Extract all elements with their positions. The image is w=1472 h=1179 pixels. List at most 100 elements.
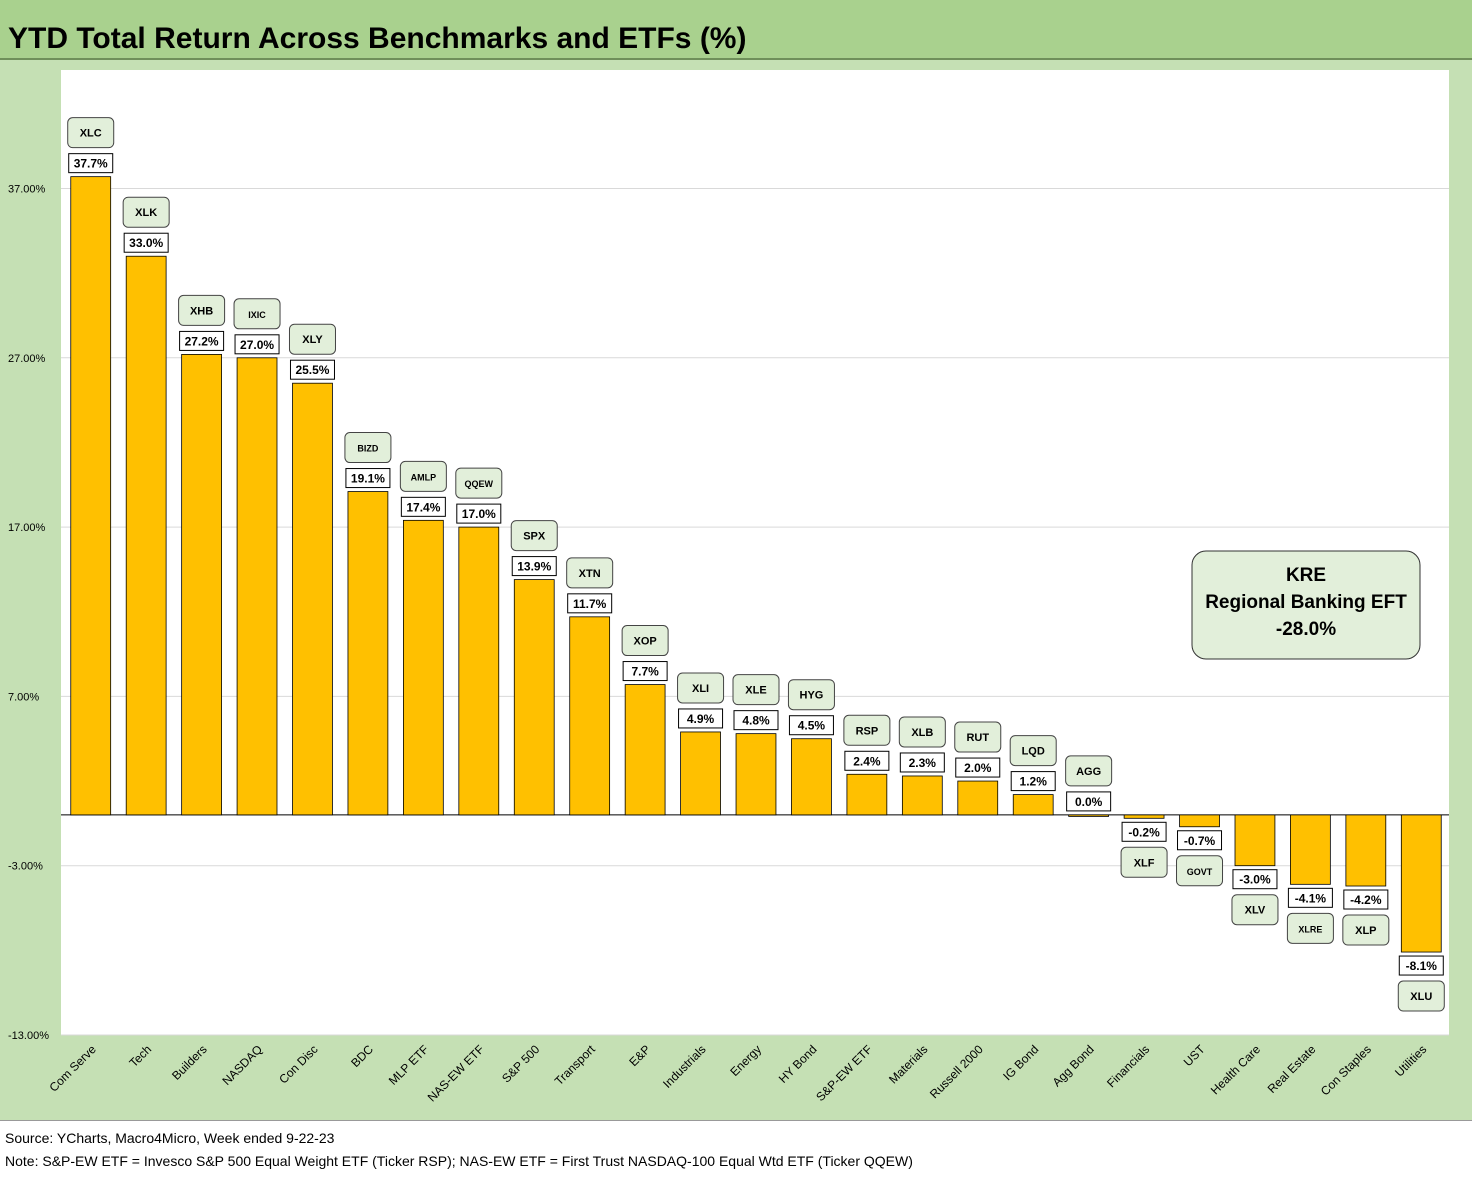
bar-chart: 37.00% 27.00% 17.00% 7.00% -3.00% -13.00% 37.… bbox=[8, 70, 1449, 1104]
value-label: 37.7% bbox=[74, 157, 108, 171]
ticker-label: AMLP bbox=[411, 472, 437, 482]
x-tick-label: BDC bbox=[348, 1042, 376, 1070]
x-tick-label: NAS-EW ETF bbox=[425, 1042, 487, 1104]
value-label: -0.2% bbox=[1128, 825, 1160, 839]
ticker-label: XLRE bbox=[1298, 924, 1322, 934]
y-tick-label: 37.00% bbox=[8, 184, 46, 196]
ticker-label: XLU bbox=[1410, 991, 1432, 1003]
x-tick-label: Con Staples bbox=[1318, 1042, 1374, 1098]
chart-title: YTD Total Return Across Benchmarks and E… bbox=[8, 22, 747, 55]
value-label-box bbox=[1398, 955, 1444, 976]
bar-ust bbox=[1179, 814, 1220, 828]
value-label-box bbox=[345, 468, 391, 489]
ticker-label: XLI bbox=[692, 683, 709, 695]
value-label-box bbox=[733, 710, 779, 731]
bar-ig-bond bbox=[1012, 794, 1054, 816]
value-label: -4.1% bbox=[1295, 891, 1327, 905]
bar-com-serve bbox=[70, 176, 112, 816]
x-tick-label: Com Serve bbox=[46, 1042, 99, 1095]
y-tick-label: -3.00% bbox=[8, 861, 43, 873]
y-axis-ticks: 37.00% 27.00% 17.00% 7.00% -3.00% -13.00% bbox=[8, 184, 49, 1042]
bar-real-estate bbox=[1290, 814, 1331, 885]
x-tick-label: Energy bbox=[727, 1042, 764, 1079]
bar-con-disc bbox=[292, 382, 333, 816]
ticker-label-box bbox=[510, 520, 558, 552]
y-tick-label: 17.00% bbox=[8, 522, 46, 534]
x-tick-label: Utilities bbox=[1392, 1042, 1429, 1079]
ticker-label: IXIC bbox=[248, 310, 266, 320]
value-label-box bbox=[1010, 771, 1056, 792]
value-label-box bbox=[456, 503, 502, 524]
ticker-label-box bbox=[677, 672, 725, 704]
bar-mlp-etf bbox=[403, 519, 444, 816]
ticker-label: GOVT bbox=[1187, 867, 1213, 877]
value-label: -3.0% bbox=[1239, 873, 1271, 887]
bar-utilities bbox=[1400, 814, 1442, 953]
value-label: 13.9% bbox=[517, 560, 551, 574]
bar-energy bbox=[735, 733, 777, 816]
x-tick-label: Tech bbox=[126, 1042, 154, 1070]
ticker-label: AGG bbox=[1076, 766, 1101, 778]
ticker-label-box bbox=[843, 714, 891, 746]
x-tick-label: S&P 500 bbox=[499, 1042, 542, 1085]
bar-e-p bbox=[624, 684, 666, 816]
ticker-label: LQD bbox=[1022, 746, 1045, 758]
ticker-label-box bbox=[1342, 914, 1390, 946]
x-tick-label: Transport bbox=[552, 1042, 598, 1088]
value-label-box bbox=[567, 593, 613, 614]
ticker-label: RSP bbox=[856, 725, 879, 737]
ticker-label-box bbox=[787, 679, 835, 711]
ticker-label-box bbox=[122, 196, 170, 228]
kre-callout: KRE Regional Banking EFT -28.0% bbox=[1191, 550, 1421, 660]
value-label-box bbox=[289, 359, 335, 380]
value-label-box bbox=[622, 661, 668, 682]
value-label-box bbox=[234, 334, 280, 355]
value-label-box bbox=[844, 750, 890, 771]
ticker-label-box bbox=[233, 298, 281, 330]
value-label-box bbox=[1287, 887, 1333, 908]
bar-s-p-ew-etf bbox=[846, 773, 888, 816]
kre-callout-box bbox=[1191, 550, 1421, 660]
value-label-box bbox=[955, 757, 1001, 778]
ticker-label-box bbox=[1397, 980, 1445, 1012]
bar-russell-2000 bbox=[957, 780, 999, 816]
value-label: 2.0% bbox=[964, 761, 992, 775]
value-label-box bbox=[68, 153, 114, 174]
ticker-label: RUT bbox=[966, 732, 989, 744]
bar-transport bbox=[569, 616, 611, 816]
y-tick-label: 7.00% bbox=[8, 691, 39, 703]
y-tick-label: -13.00% bbox=[8, 1030, 49, 1042]
x-tick-label: UST bbox=[1181, 1042, 1208, 1069]
y-tick-label: 27.00% bbox=[8, 353, 46, 365]
footnote: Note: S&P-EW ETF = Invesco S&P 500 Equal… bbox=[5, 1153, 913, 1169]
ticker-label: XLB bbox=[911, 727, 933, 739]
ticker-label: XLY bbox=[302, 334, 323, 346]
value-label: 2.4% bbox=[853, 754, 881, 768]
ticker-label: XHB bbox=[190, 305, 213, 317]
x-tick-label: Russell 2000 bbox=[927, 1042, 986, 1101]
bar-hy-bond bbox=[791, 738, 832, 816]
ticker-label-box bbox=[898, 716, 946, 748]
x-tick-label: IG Bond bbox=[1000, 1042, 1041, 1083]
ticker-label: XTN bbox=[579, 568, 601, 580]
ticker-label-box bbox=[344, 432, 392, 464]
x-tick-label: Con Disc bbox=[276, 1042, 320, 1086]
value-label: 33.0% bbox=[129, 236, 163, 250]
value-label-box bbox=[1343, 889, 1389, 910]
bar-labels: 37.7% XLC 33.0% XLK 27.2% XHB 27.0% IXIC 25.5% XL… bbox=[67, 117, 1445, 1012]
x-tick-label: Financials bbox=[1104, 1042, 1152, 1090]
value-label-box bbox=[899, 752, 945, 773]
ticker-label: BIZD bbox=[357, 444, 378, 454]
bar-financials bbox=[1123, 814, 1165, 819]
value-label-box bbox=[179, 330, 225, 351]
ticker-label-box bbox=[1176, 855, 1224, 887]
value-label: 19.1% bbox=[351, 472, 385, 486]
value-label: -0.7% bbox=[1184, 834, 1216, 848]
ticker-label: XOP bbox=[634, 636, 657, 648]
bar-materials bbox=[901, 775, 943, 816]
bar-s-p-500 bbox=[513, 579, 555, 816]
ticker-label-box bbox=[1231, 894, 1279, 926]
chart-frame: 37.00% 27.00% 17.00% 7.00% -3.00% -13.00% 37.… bbox=[0, 60, 1472, 1120]
value-label: 17.0% bbox=[462, 507, 496, 521]
value-label: 0.0% bbox=[1075, 795, 1103, 809]
